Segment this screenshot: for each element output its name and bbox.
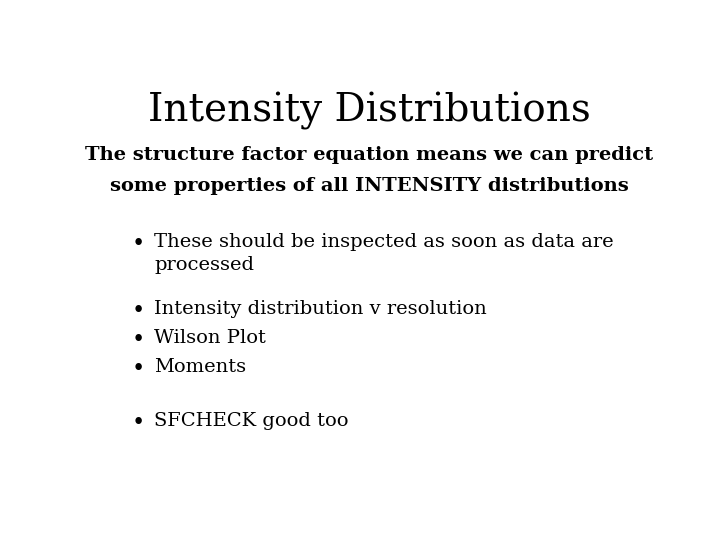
Text: •: •: [132, 412, 145, 434]
Text: Intensity distribution v resolution: Intensity distribution v resolution: [154, 300, 487, 318]
Text: •: •: [132, 300, 145, 322]
Text: Intensity Distributions: Intensity Distributions: [148, 92, 590, 130]
Text: •: •: [132, 233, 145, 255]
Text: •: •: [132, 358, 145, 380]
Text: Wilson Plot: Wilson Plot: [154, 329, 266, 347]
Text: Moments: Moments: [154, 358, 246, 376]
Text: some properties of all INTENSITY distributions: some properties of all INTENSITY distrib…: [109, 177, 629, 195]
Text: These should be inspected as soon as data are
processed: These should be inspected as soon as dat…: [154, 233, 613, 274]
Text: The structure factor equation means we can predict: The structure factor equation means we c…: [85, 146, 653, 164]
Text: SFCHECK good too: SFCHECK good too: [154, 412, 348, 430]
Text: •: •: [132, 329, 145, 351]
